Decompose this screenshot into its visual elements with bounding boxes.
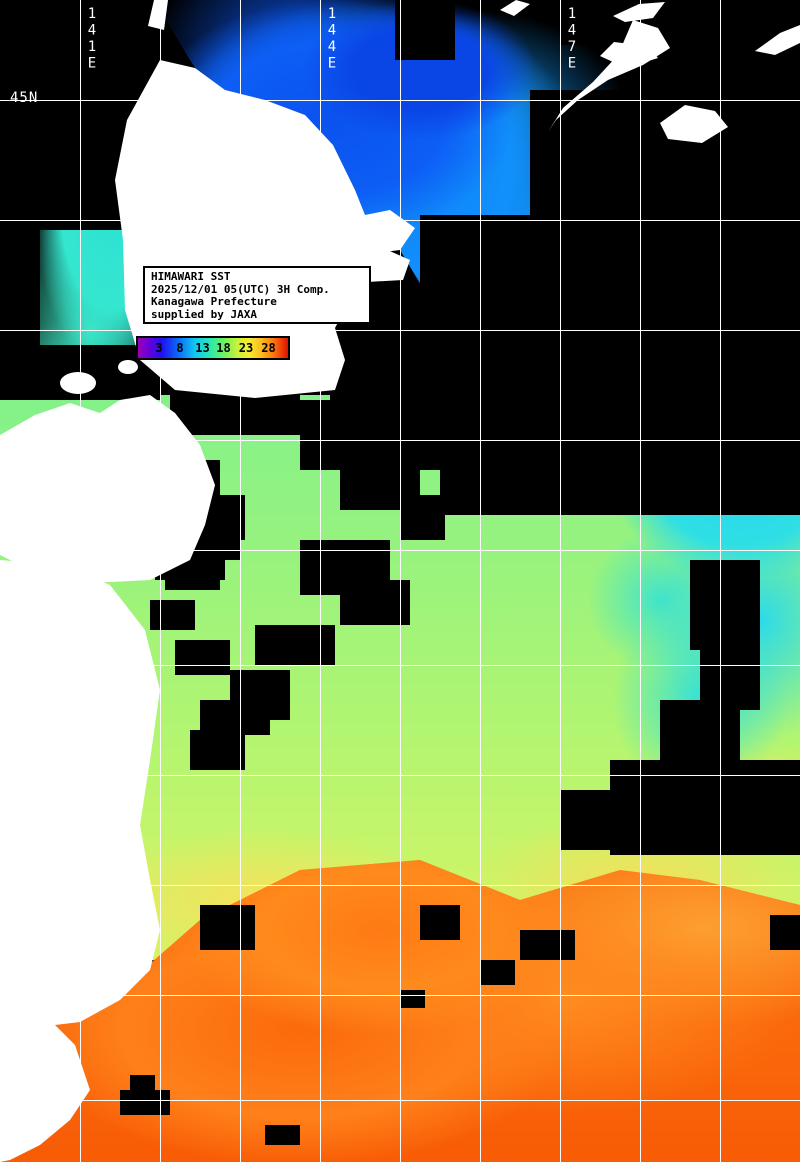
legend-provider: Kanagawa Prefecture xyxy=(151,295,277,309)
cloud-patch xyxy=(330,340,450,410)
cloud-patch xyxy=(200,905,255,950)
cloud-patch xyxy=(420,215,800,405)
cloud-patch xyxy=(340,580,410,625)
land-island xyxy=(0,1095,34,1123)
colorbar: 3 8 13 18 23 28 xyxy=(136,336,290,360)
longitude-label-141e: 141E xyxy=(84,6,100,72)
cloud-patch xyxy=(170,395,300,435)
cloud-patch xyxy=(300,400,800,470)
land-island xyxy=(60,372,96,394)
colorbar-tick: 18 xyxy=(216,341,231,355)
cloud-patch xyxy=(190,730,245,770)
cloud-patch xyxy=(530,90,800,230)
cloud-patch xyxy=(0,230,40,350)
cloud-patch xyxy=(255,625,335,665)
cloud-patch xyxy=(560,790,650,850)
legend-source: supplied by JAXA xyxy=(151,307,257,321)
land-honshu-north xyxy=(0,395,215,583)
cloud-patch xyxy=(770,915,800,950)
latitude-label-45n: 45N xyxy=(10,90,39,106)
land-island xyxy=(14,905,40,927)
colorbar-tick: 28 xyxy=(261,341,276,355)
land-island xyxy=(118,360,138,374)
cloud-patch xyxy=(400,495,445,540)
cloud-patch xyxy=(690,560,760,650)
colorbar-gradient: 3 8 13 18 23 28 xyxy=(138,338,288,358)
legend-datetime: 2025/12/01 05(UTC) 3H Comp. xyxy=(151,282,330,296)
colorbar-tick: 3 xyxy=(155,341,163,355)
cloud-patch xyxy=(480,960,515,985)
legend-title: HIMAWARI SST xyxy=(151,270,231,283)
cloud-patch xyxy=(400,990,425,1008)
cloud-patch xyxy=(520,930,575,960)
cloud-patch xyxy=(150,600,195,630)
cloud-patch xyxy=(660,700,740,770)
cloud-patch xyxy=(420,905,460,940)
cloud-patch xyxy=(440,460,800,515)
cloud-patch xyxy=(265,1125,300,1145)
colorbar-tick: 13 xyxy=(195,341,210,355)
cloud-patch xyxy=(130,1075,155,1095)
cloud-patch xyxy=(700,640,760,710)
cloud-patch xyxy=(210,505,240,560)
cloud-patch xyxy=(560,0,800,45)
cloud-patch xyxy=(230,670,290,720)
longitude-label-147e: 147E xyxy=(564,6,580,72)
legend-info-box: HIMAWARI SST 2025/12/01 05(UTC) 3H Comp.… xyxy=(143,266,371,324)
colorbar-tick: 8 xyxy=(176,341,184,355)
colorbar-tick: 23 xyxy=(238,341,254,355)
cloud-patch xyxy=(175,640,230,675)
cloud-patch xyxy=(395,0,455,60)
longitude-label-144e: 144E xyxy=(324,6,340,72)
land-sakhalin xyxy=(148,0,168,30)
